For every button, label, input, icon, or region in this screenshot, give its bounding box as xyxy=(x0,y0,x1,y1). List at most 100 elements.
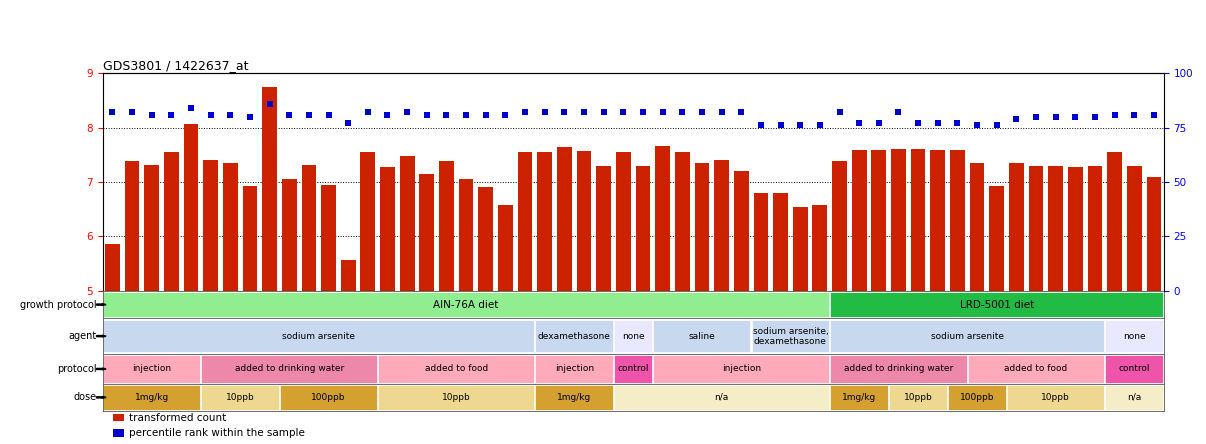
Bar xyxy=(614,355,652,383)
Bar xyxy=(105,243,119,291)
Bar xyxy=(535,355,613,383)
Point xyxy=(437,111,456,118)
Text: control: control xyxy=(1118,365,1151,373)
Bar xyxy=(636,166,650,291)
Point xyxy=(456,111,475,118)
Bar xyxy=(891,150,906,291)
Text: added to drinking water: added to drinking water xyxy=(844,365,953,373)
Point xyxy=(476,111,496,118)
Bar xyxy=(164,152,178,291)
Text: sodium arsenite: sodium arsenite xyxy=(931,332,1003,341)
Text: 10ppb: 10ppb xyxy=(1041,393,1070,402)
Bar xyxy=(714,160,728,291)
Point xyxy=(791,122,810,129)
Point xyxy=(1026,113,1046,120)
Text: saline: saline xyxy=(689,332,715,341)
Bar xyxy=(535,320,613,353)
Point xyxy=(751,122,771,129)
Bar xyxy=(201,355,377,383)
Bar xyxy=(948,385,1006,410)
Bar xyxy=(576,151,591,291)
Bar xyxy=(830,320,1105,353)
Point xyxy=(358,109,377,116)
Bar xyxy=(399,156,415,291)
Text: sodium arsenite: sodium arsenite xyxy=(282,332,356,341)
Text: 10ppb: 10ppb xyxy=(903,393,932,402)
Bar xyxy=(557,147,572,291)
Bar xyxy=(596,166,611,291)
Point xyxy=(181,104,200,111)
Point xyxy=(712,109,731,116)
Text: 100ppb: 100ppb xyxy=(311,393,346,402)
Point xyxy=(948,120,967,127)
Text: control: control xyxy=(617,365,649,373)
Point xyxy=(417,111,437,118)
Point xyxy=(692,109,712,116)
Bar xyxy=(930,151,946,291)
Text: AIN-76A diet: AIN-76A diet xyxy=(433,300,499,309)
Point xyxy=(1066,113,1085,120)
Point xyxy=(496,111,515,118)
Bar xyxy=(813,206,827,291)
Point xyxy=(1085,113,1105,120)
Bar xyxy=(754,193,768,291)
Bar xyxy=(889,385,947,410)
Text: 1mg/kg: 1mg/kg xyxy=(842,393,877,402)
Bar xyxy=(751,320,829,353)
Bar xyxy=(832,161,847,291)
Point xyxy=(299,111,318,118)
Bar xyxy=(113,414,124,421)
Bar xyxy=(242,186,257,291)
Point xyxy=(1046,113,1065,120)
Point xyxy=(595,109,614,116)
Bar xyxy=(262,87,277,291)
Bar xyxy=(1048,166,1062,291)
Bar xyxy=(851,151,867,291)
Bar xyxy=(341,260,356,291)
Bar xyxy=(614,385,829,410)
Bar xyxy=(1107,152,1122,291)
Bar xyxy=(1106,320,1164,353)
Bar xyxy=(792,206,808,291)
Text: injection: injection xyxy=(721,365,761,373)
Point xyxy=(929,120,948,127)
Bar xyxy=(420,174,434,291)
Bar xyxy=(872,151,886,291)
Text: LRD-5001 diet: LRD-5001 diet xyxy=(960,300,1034,309)
Bar xyxy=(103,385,200,410)
Text: 10ppb: 10ppb xyxy=(226,393,254,402)
Text: none: none xyxy=(622,332,644,341)
Bar xyxy=(321,185,336,291)
Point xyxy=(1125,111,1144,118)
Bar xyxy=(280,385,377,410)
Bar xyxy=(282,179,297,291)
Point xyxy=(908,120,927,127)
Bar xyxy=(989,186,1005,291)
Text: n/a: n/a xyxy=(1128,393,1141,402)
Point xyxy=(771,122,790,129)
Bar xyxy=(1106,355,1164,383)
Text: injection: injection xyxy=(555,365,593,373)
Point xyxy=(652,109,672,116)
Point xyxy=(398,109,417,116)
Bar xyxy=(654,320,750,353)
Bar xyxy=(223,163,238,291)
Text: none: none xyxy=(1123,332,1146,341)
Point xyxy=(810,122,830,129)
Point xyxy=(221,111,240,118)
Text: dexamethasone: dexamethasone xyxy=(538,332,610,341)
Bar xyxy=(380,167,394,291)
Bar xyxy=(183,124,198,291)
Text: injection: injection xyxy=(133,365,171,373)
Bar xyxy=(655,146,671,291)
Bar xyxy=(103,320,534,353)
Bar xyxy=(950,151,965,291)
Bar xyxy=(103,355,200,383)
Text: 10ppb: 10ppb xyxy=(441,393,470,402)
Text: added to drinking water: added to drinking water xyxy=(235,365,344,373)
Bar xyxy=(1147,177,1161,291)
Point xyxy=(280,111,299,118)
Bar xyxy=(773,193,788,291)
Point xyxy=(260,100,280,107)
Point xyxy=(142,111,162,118)
